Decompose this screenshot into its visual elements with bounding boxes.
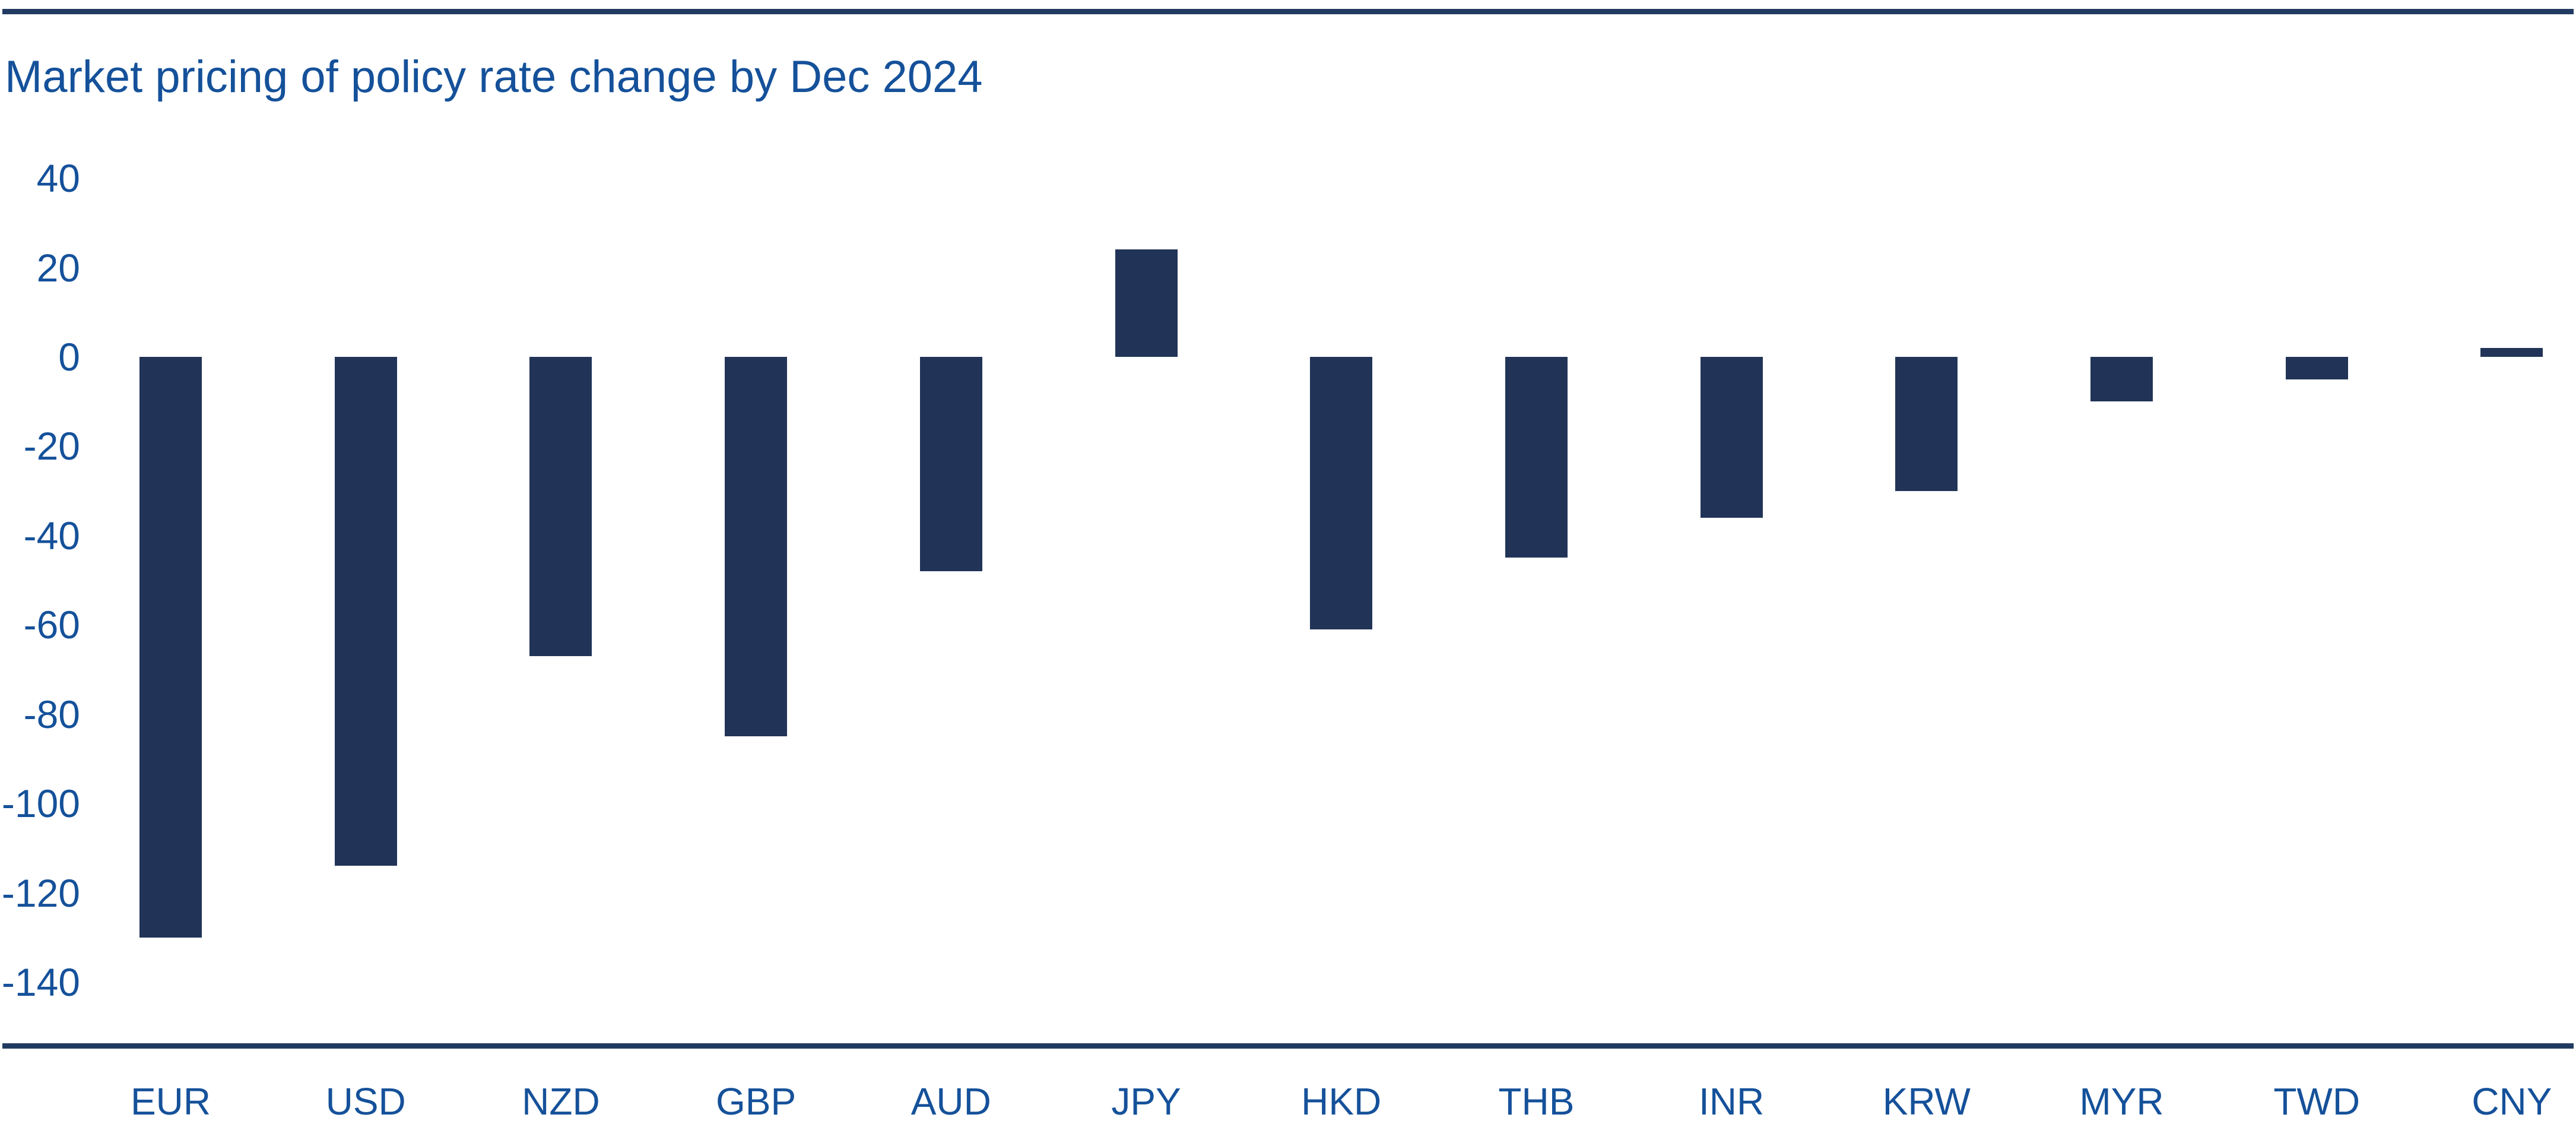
- bar-nzd: [529, 357, 592, 656]
- x-category-label-krw: KRW: [1882, 1080, 1971, 1123]
- bar-aud: [919, 357, 982, 571]
- bar-thb: [1505, 357, 1568, 558]
- y-tick-label: -80: [23, 692, 80, 736]
- y-tick-label: -20: [23, 424, 80, 468]
- bar-gbp: [725, 357, 788, 737]
- bar-inr: [1700, 357, 1763, 518]
- bar-eur: [139, 357, 202, 938]
- x-category-label-cny: CNY: [2472, 1080, 2552, 1123]
- x-category-label-thb: THB: [1498, 1080, 1575, 1123]
- x-axis-line: [2, 1043, 2574, 1049]
- y-tick-label: -40: [23, 513, 80, 558]
- chart-title: Market pricing of policy rate change by …: [5, 52, 983, 102]
- x-category-label-hkd: HKD: [1301, 1080, 1382, 1123]
- y-axis: 40 20 0 -20 -40 -60 -80 -100 -120 -140: [0, 0, 80, 1127]
- bar-twd: [2285, 357, 2348, 379]
- x-category-label-nzd: NZD: [522, 1080, 600, 1123]
- y-tick-label: -60: [23, 603, 80, 647]
- bar-cny: [2480, 347, 2543, 357]
- x-category-label-myr: MYR: [2079, 1080, 2164, 1123]
- x-category-label-twd: TWD: [2273, 1080, 2361, 1123]
- y-tick-label: 0: [58, 335, 80, 379]
- y-tick-label: -120: [1, 870, 80, 915]
- x-category-label-aud: AUD: [911, 1080, 991, 1123]
- bar-myr: [2090, 357, 2153, 402]
- x-category-label-usd: USD: [325, 1080, 406, 1123]
- bar-hkd: [1310, 357, 1373, 629]
- y-tick-label: -140: [1, 960, 80, 1004]
- x-category-label-eur: EUR: [130, 1080, 211, 1123]
- x-category-label-jpy: JPY: [1111, 1080, 1181, 1123]
- bar-usd: [334, 357, 397, 866]
- y-tick-label: 20: [36, 245, 80, 290]
- bar-jpy: [1115, 249, 1178, 357]
- y-tick-label: -100: [1, 781, 80, 826]
- y-tick-label: 40: [36, 156, 80, 201]
- top-border-line: [2, 9, 2574, 14]
- x-category-label-gbp: GBP: [716, 1080, 797, 1123]
- x-category-label-inr: INR: [1698, 1080, 1765, 1123]
- bar-krw: [1895, 357, 1958, 491]
